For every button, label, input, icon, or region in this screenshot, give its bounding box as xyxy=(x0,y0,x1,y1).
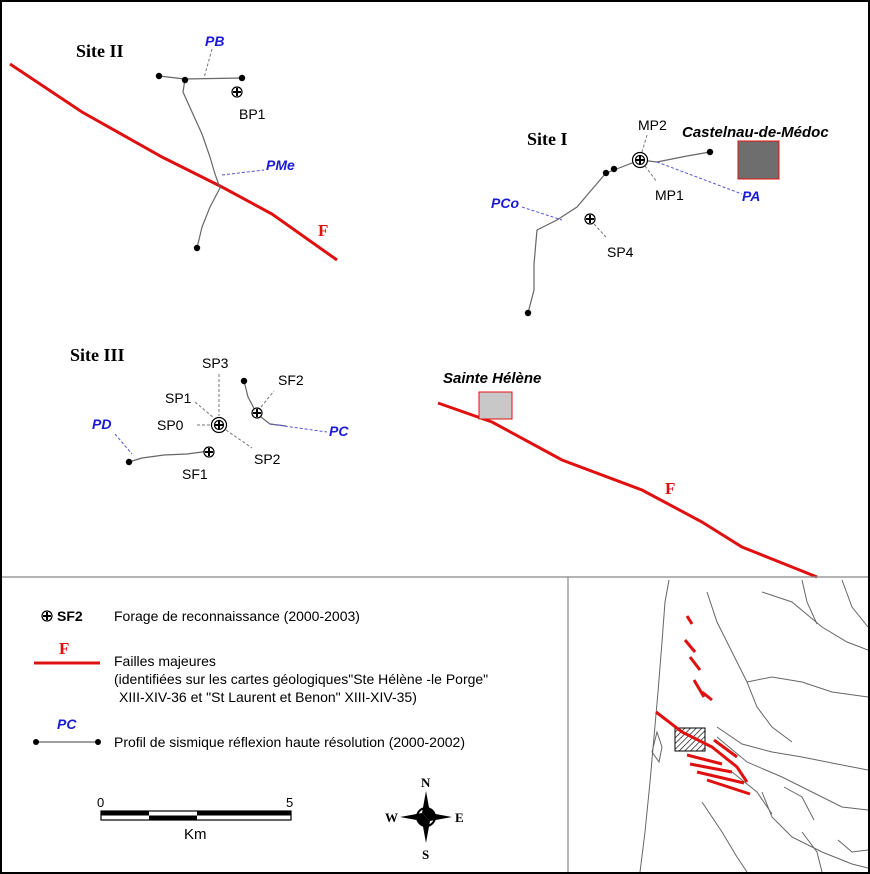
compass-west: W xyxy=(385,810,398,825)
profile-endpoint xyxy=(602,169,610,177)
inset-estuary xyxy=(716,726,868,771)
profile-endpoint xyxy=(706,148,714,156)
borehole-sp4: SP4 xyxy=(584,213,634,260)
town-label-sainte-helene: Sainte Hélène xyxy=(443,370,541,387)
compass-rose: N S W E xyxy=(385,775,464,862)
profile-pd-line xyxy=(128,449,213,463)
inset-map xyxy=(639,579,868,872)
borehole-mp: MP2 MP1 xyxy=(631,117,684,203)
leader-pme xyxy=(221,169,265,176)
compass-south: S xyxy=(422,847,429,862)
fault-label-south: F xyxy=(665,479,675,498)
profile-pb-line xyxy=(158,75,243,80)
inset-coastline xyxy=(639,579,670,872)
profile-label-pme: PMe xyxy=(266,157,295,173)
legend-fault-line3: XIII-XIV-36 et "St Laurent et Benon" XII… xyxy=(119,689,417,705)
scale-unit: Km xyxy=(184,826,207,843)
profile-label-pco: PCo xyxy=(491,195,519,211)
legend-fault-line2: (identifiées sur les cartes géologiques"… xyxy=(114,671,488,687)
borehole-sp-cluster: SP3 SP1 SP0 SP2 xyxy=(157,355,281,467)
borehole-bp1: BP1 xyxy=(231,86,266,122)
leader-pc xyxy=(269,423,328,433)
profile-endpoint xyxy=(155,72,163,80)
borehole-label-sp0: SP0 xyxy=(157,417,184,433)
profile-endpoint xyxy=(524,309,532,317)
profile-endpoint xyxy=(240,377,248,385)
fault-line-south xyxy=(437,401,818,579)
inset-faults xyxy=(655,615,751,796)
profile-label-pa: PA xyxy=(742,188,760,204)
site-i-profiles: PA PCo xyxy=(491,148,760,317)
profile-label-pd: PD xyxy=(92,416,111,432)
town-marker xyxy=(478,391,513,420)
profile-endpoint xyxy=(181,76,189,84)
borehole-sf1: SF1 xyxy=(182,446,215,482)
site-iii-label: Site III xyxy=(70,345,125,365)
scale-end: 5 xyxy=(286,795,293,810)
town-castelnau: Castelnau-de-Médoc xyxy=(682,124,829,180)
legend-fault-code: F xyxy=(59,639,69,658)
leader-pd xyxy=(114,433,133,455)
borehole-label-bp1: BP1 xyxy=(239,106,266,122)
profile-pco-line xyxy=(527,172,607,314)
site-ii-label: Site II xyxy=(76,41,124,61)
scale-start: 0 xyxy=(97,795,104,810)
profile-label-pb: PB xyxy=(205,33,224,49)
profile-endpoint xyxy=(125,458,133,466)
borehole-label-sf1: SF1 xyxy=(182,466,208,482)
legend-fault-line1: Failles majeures xyxy=(114,653,216,669)
main-map: F F Site II Site I Site III PB PMe BP1 xyxy=(9,33,829,579)
legend-borehole-text: Forage de reconnaissance (2000-2003) xyxy=(114,608,360,624)
fault-line-north xyxy=(9,62,338,262)
site-ii-profiles: PB PMe xyxy=(155,33,295,252)
leader-pco xyxy=(521,206,563,221)
borehole-label-sp3: SP3 xyxy=(202,355,229,371)
borehole-label-mp2: MP2 xyxy=(638,117,667,133)
legend-profile-code: PC xyxy=(57,716,77,732)
profile-pme-line xyxy=(182,78,221,249)
town-label-castelnau: Castelnau-de-Médoc xyxy=(682,124,829,141)
site-i-label: Site I xyxy=(527,129,568,149)
compass-north: N xyxy=(421,775,431,790)
borehole-label-sp1: SP1 xyxy=(165,390,192,406)
profile-endpoint xyxy=(193,244,201,252)
leader-pb xyxy=(203,48,213,79)
fault-label-north: F xyxy=(318,221,328,240)
scale-bar: 0 5 Km xyxy=(97,795,293,843)
borehole-label-mp1: MP1 xyxy=(655,187,684,203)
borehole-label-sp2: SP2 xyxy=(254,451,281,467)
leader-pa xyxy=(656,161,743,195)
borehole-label-sp4: SP4 xyxy=(607,244,634,260)
profile-label-pc: PC xyxy=(329,423,349,439)
town-sainte-helene: Sainte Hélène xyxy=(443,370,541,420)
legend-profile-text: Profil de sismique réflexion haute résol… xyxy=(114,734,465,750)
profile-endpoint xyxy=(610,165,618,173)
compass-east: E xyxy=(455,810,464,825)
legend: SF2 Forage de reconnaissance (2000-2003)… xyxy=(33,608,488,750)
profile-endpoint xyxy=(238,74,246,82)
town-marker xyxy=(737,140,780,180)
borehole-sf2: SF2 xyxy=(251,372,304,419)
borehole-label-sf2: SF2 xyxy=(278,372,304,388)
legend-borehole-code: SF2 xyxy=(57,608,83,624)
